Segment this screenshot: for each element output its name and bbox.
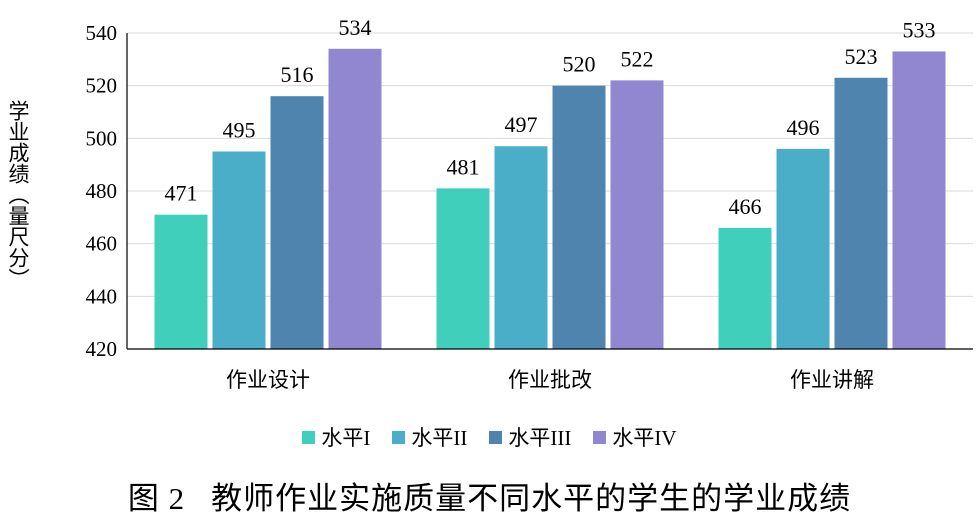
legend: 水平I 水平II 水平III 水平IV bbox=[0, 422, 979, 452]
y-tick-label: 440 bbox=[86, 284, 118, 308]
legend-swatch bbox=[392, 430, 406, 444]
y-tick-label: 480 bbox=[86, 179, 118, 203]
data-label: 522 bbox=[621, 46, 654, 71]
data-label: 523 bbox=[845, 44, 878, 69]
legend-label: 水平II bbox=[411, 426, 468, 450]
y-axis-title: 学业成绩（量尺分） bbox=[6, 100, 30, 289]
bar bbox=[776, 148, 830, 349]
bar-chart: 420 440 460 480 500 520 540 471 495 516 534 481 497… bbox=[86, 15, 973, 392]
legend-item-level-4: 水平IV bbox=[593, 422, 677, 452]
legend-swatch bbox=[489, 430, 503, 444]
bar bbox=[552, 85, 606, 350]
data-label: 520 bbox=[563, 52, 596, 77]
x-axis: 作业设计 作业批改 作业讲解 bbox=[127, 348, 973, 392]
bar bbox=[328, 48, 382, 350]
legend-item-level-3: 水平III bbox=[489, 422, 571, 452]
data-label: 534 bbox=[339, 15, 372, 40]
data-label: 495 bbox=[223, 118, 256, 143]
bar bbox=[494, 146, 548, 349]
y-tick-label: 540 bbox=[86, 21, 118, 45]
legend-item-level-1: 水平I bbox=[302, 422, 370, 452]
bar bbox=[610, 80, 664, 350]
y-tick-label: 420 bbox=[86, 337, 118, 361]
bar bbox=[436, 188, 490, 349]
legend-swatch bbox=[593, 430, 607, 444]
bar bbox=[892, 51, 946, 349]
bar bbox=[212, 151, 266, 349]
x-tick-label: 作业讲解 bbox=[790, 368, 874, 392]
x-tick-label: 作业批改 bbox=[508, 368, 592, 392]
data-label: 497 bbox=[505, 112, 538, 137]
y-tick-label: 520 bbox=[86, 74, 118, 98]
bar bbox=[718, 227, 772, 349]
caption-number: 图 2 bbox=[127, 481, 186, 516]
bar bbox=[834, 77, 888, 350]
data-label: 516 bbox=[281, 62, 314, 87]
bar bbox=[270, 96, 324, 349]
legend-label: 水平III bbox=[508, 426, 572, 450]
y-tick-label: 500 bbox=[86, 126, 118, 150]
legend-item-level-2: 水平II bbox=[392, 422, 467, 452]
data-label: 533 bbox=[903, 17, 936, 42]
bars bbox=[154, 48, 946, 350]
data-labels: 471 495 516 534 481 497 520 522 466 496 523 533 bbox=[165, 15, 936, 219]
y-axis: 420 440 460 480 500 520 540 bbox=[86, 21, 128, 361]
legend-label: 水平I bbox=[321, 426, 371, 450]
gridlines bbox=[127, 32, 973, 297]
data-label: 471 bbox=[165, 181, 198, 206]
data-label: 466 bbox=[729, 194, 762, 219]
x-tick-label: 作业设计 bbox=[226, 368, 310, 392]
caption-text: 教师作业实施质量不同水平的学生的学业成绩 bbox=[211, 481, 852, 516]
data-label: 481 bbox=[447, 154, 480, 179]
y-tick-label: 460 bbox=[86, 232, 118, 256]
legend-label: 水平IV bbox=[612, 426, 677, 450]
legend-swatch bbox=[302, 430, 316, 444]
figure-caption: 图 2 教师作业实施质量不同水平的学生的学业成绩 bbox=[0, 473, 979, 518]
data-label: 496 bbox=[787, 115, 820, 140]
bar bbox=[154, 214, 208, 349]
